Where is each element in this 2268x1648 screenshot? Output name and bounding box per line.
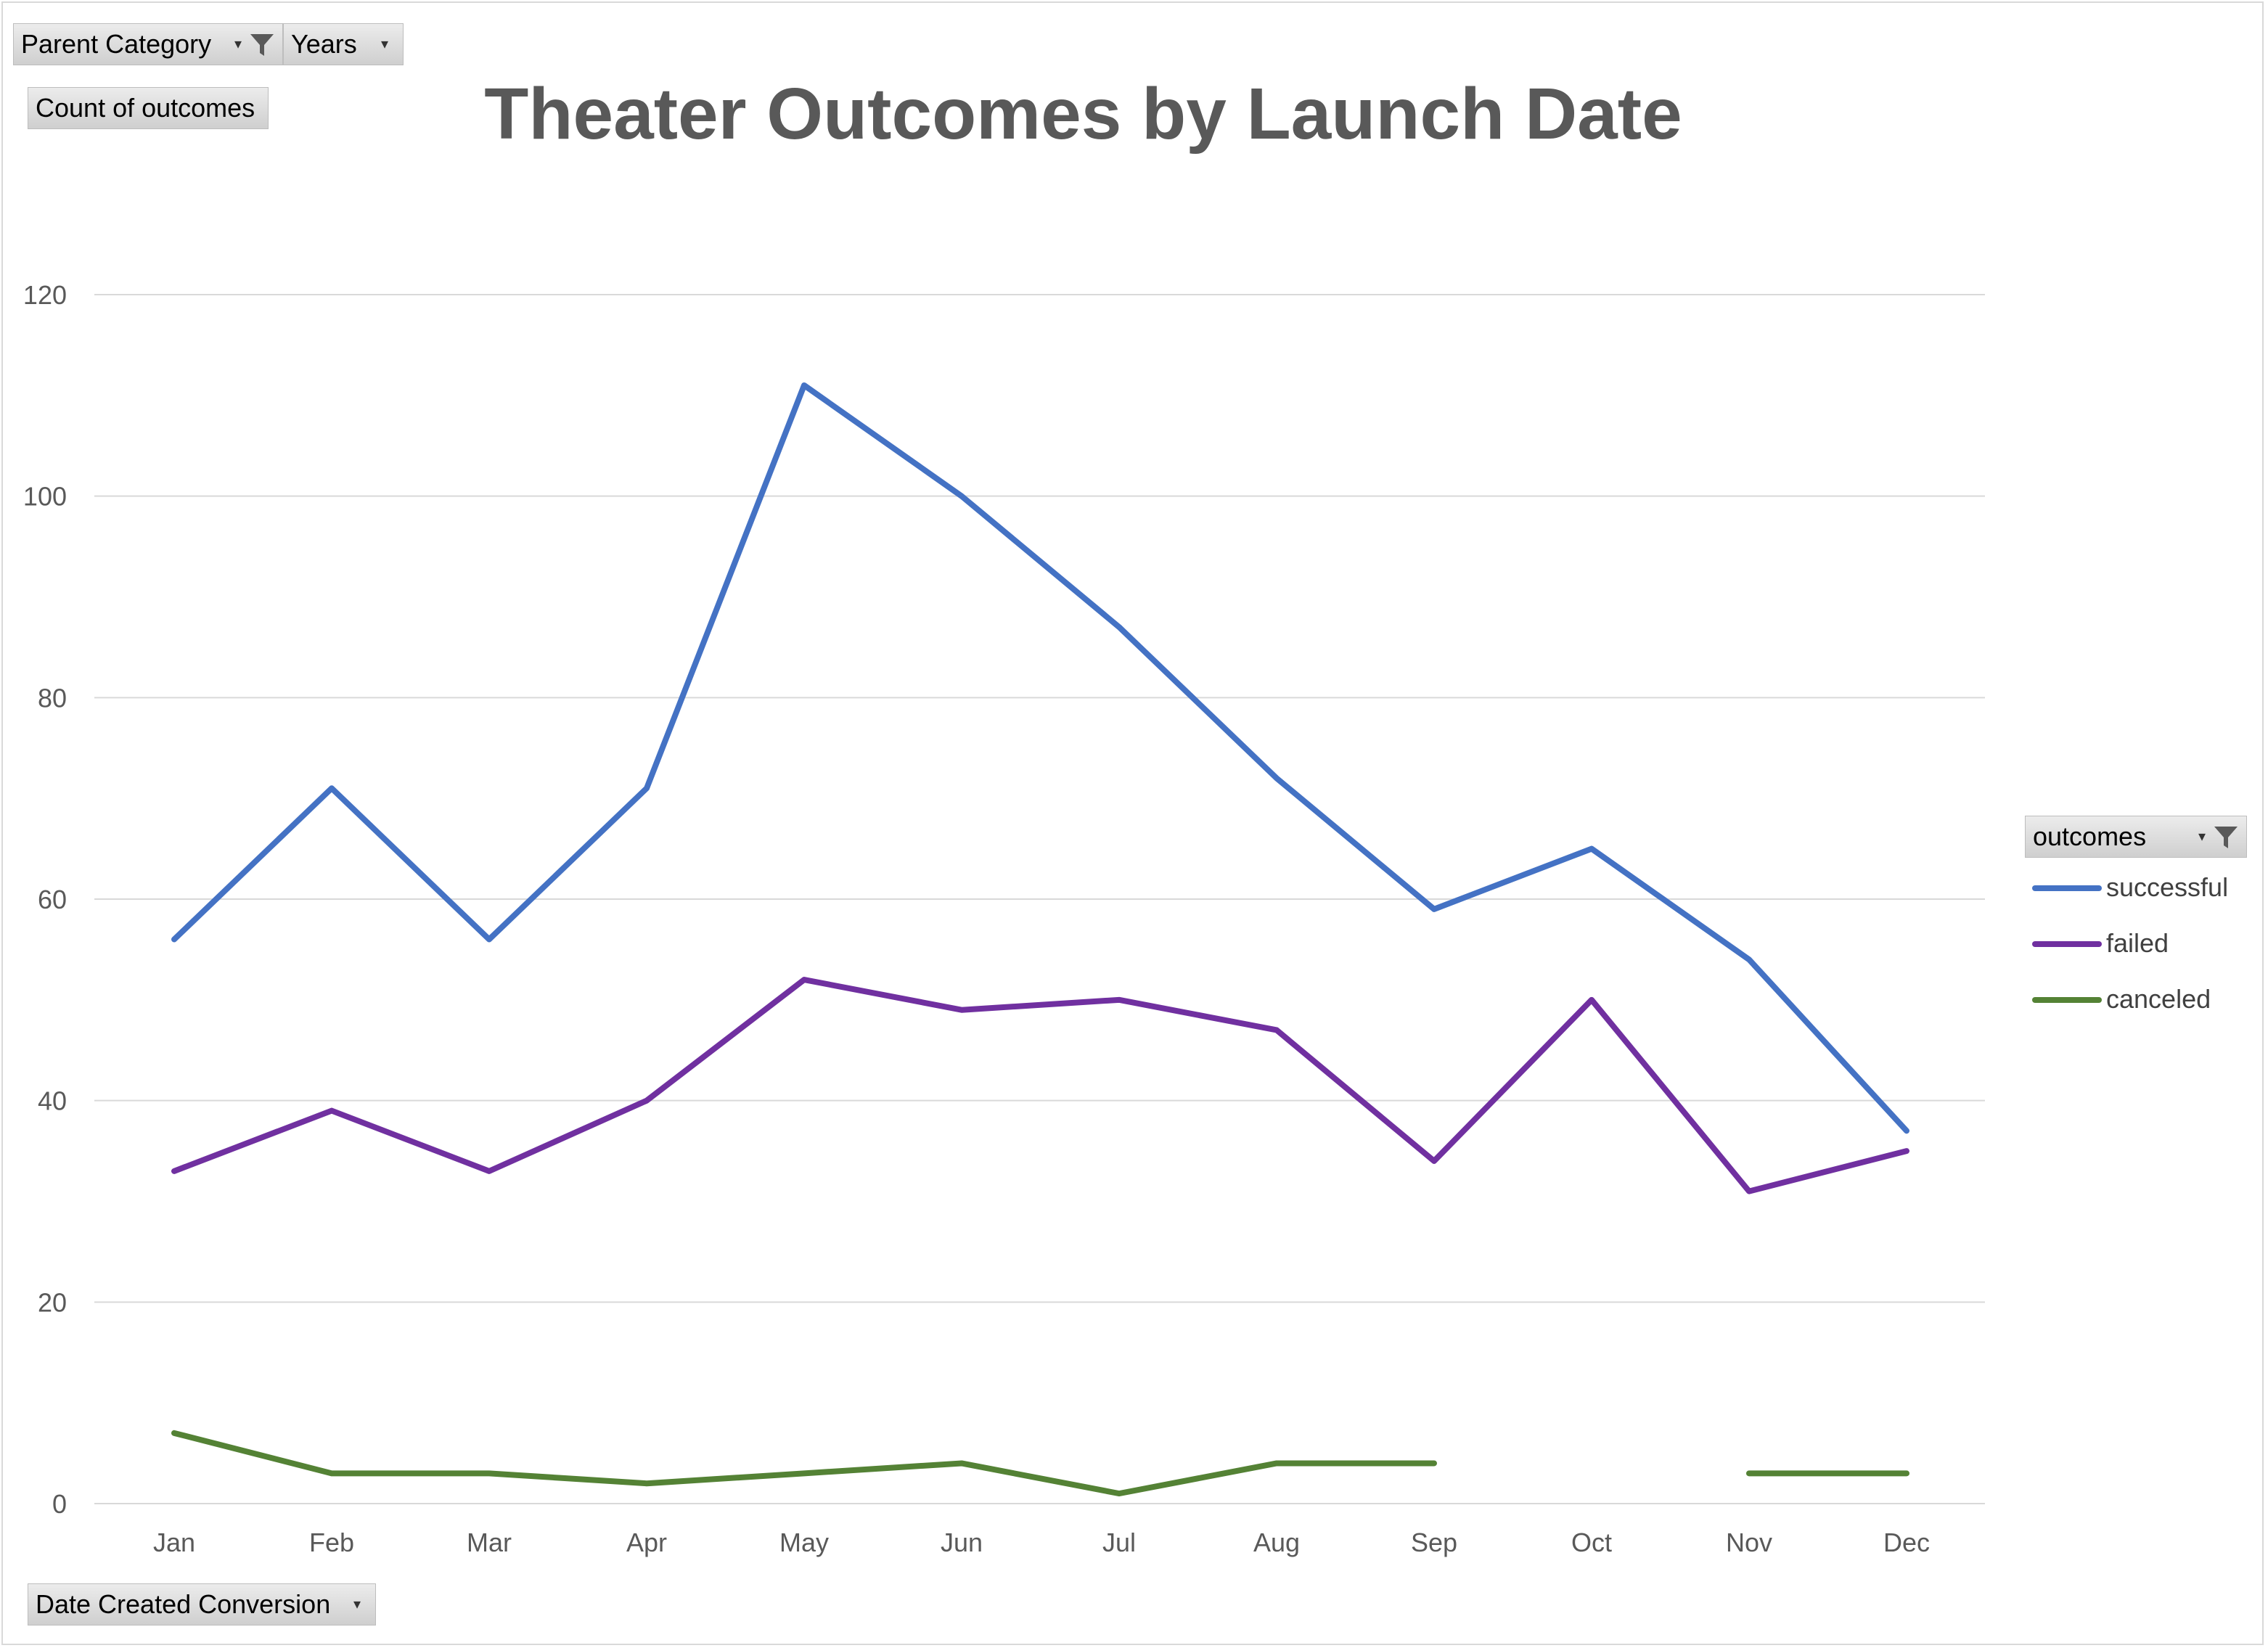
legend-swatch-successful xyxy=(2032,885,2102,891)
series-line-failed xyxy=(171,977,1909,1194)
series-line-successful xyxy=(171,382,1909,1134)
legend-item-failed: failed xyxy=(2032,925,2250,962)
x-tick-label-sep: Sep xyxy=(1411,1528,1457,1557)
legend-item-successful: successful xyxy=(2032,869,2250,906)
legend-label-successful: successful xyxy=(2106,872,2229,902)
parent-category-filter-button[interactable]: Parent Category ▾ xyxy=(13,23,283,65)
legend-swatch-canceled xyxy=(2032,997,2102,1003)
legend-swatch-failed xyxy=(2032,941,2102,947)
count-of-outcomes-label: Count of outcomes xyxy=(36,93,255,123)
x-tick-label-mar: Mar xyxy=(467,1528,512,1557)
filter-funnel-icon xyxy=(2214,827,2238,848)
x-tick-label-jun: Jun xyxy=(941,1528,983,1557)
outcomes-legend-label: outcomes xyxy=(2033,821,2147,851)
y-tick-label: 20 xyxy=(38,1287,67,1317)
x-tick-label-jan: Jan xyxy=(153,1528,195,1557)
y-tick-label: 80 xyxy=(38,683,67,713)
dropdown-arrow-icon: ▾ xyxy=(2198,829,2206,845)
x-tick-label-dec: Dec xyxy=(1883,1528,1930,1557)
y-tick-label: 120 xyxy=(23,280,67,310)
x-tick-label-aug: Aug xyxy=(1253,1528,1300,1557)
date-created-conversion-field-button[interactable]: Date Created Conversion ▾ xyxy=(28,1583,376,1626)
date-created-conversion-label: Date Created Conversion xyxy=(36,1589,331,1619)
count-of-outcomes-field-button[interactable]: Count of outcomes xyxy=(28,87,269,129)
legend-label-failed: failed xyxy=(2106,928,2169,958)
x-tick-label-jul: Jul xyxy=(1102,1528,1136,1557)
x-tick-label-feb: Feb xyxy=(309,1528,354,1557)
chart-title: Theater Outcomes by Launch Date xyxy=(484,73,1682,155)
outcomes-legend-filter-button[interactable]: outcomes ▾ xyxy=(2025,816,2247,858)
parent-category-label: Parent Category xyxy=(21,29,212,59)
series-line-canceled-1 xyxy=(171,1430,1437,1497)
dropdown-arrow-icon: ▾ xyxy=(234,36,242,52)
filter-funnel-icon xyxy=(250,34,274,56)
x-tick-label-apr: Apr xyxy=(626,1528,667,1557)
x-tick-label-oct: Oct xyxy=(1571,1528,1612,1557)
years-label: Years xyxy=(291,29,357,59)
y-tick-label: 0 xyxy=(52,1489,67,1519)
x-tick-label-nov: Nov xyxy=(1726,1528,1772,1557)
y-tick-label: 100 xyxy=(23,482,67,512)
y-tick-label: 40 xyxy=(38,1086,67,1116)
x-tick-label-may: May xyxy=(779,1528,829,1557)
dropdown-arrow-icon: ▾ xyxy=(380,36,388,52)
legend-item-canceled: canceled xyxy=(2032,981,2250,1017)
legend-label-canceled: canceled xyxy=(2106,984,2211,1014)
dropdown-arrow-icon: ▾ xyxy=(353,1596,361,1612)
years-filter-button[interactable]: Years ▾ xyxy=(283,23,404,65)
y-tick-label: 60 xyxy=(38,885,67,914)
